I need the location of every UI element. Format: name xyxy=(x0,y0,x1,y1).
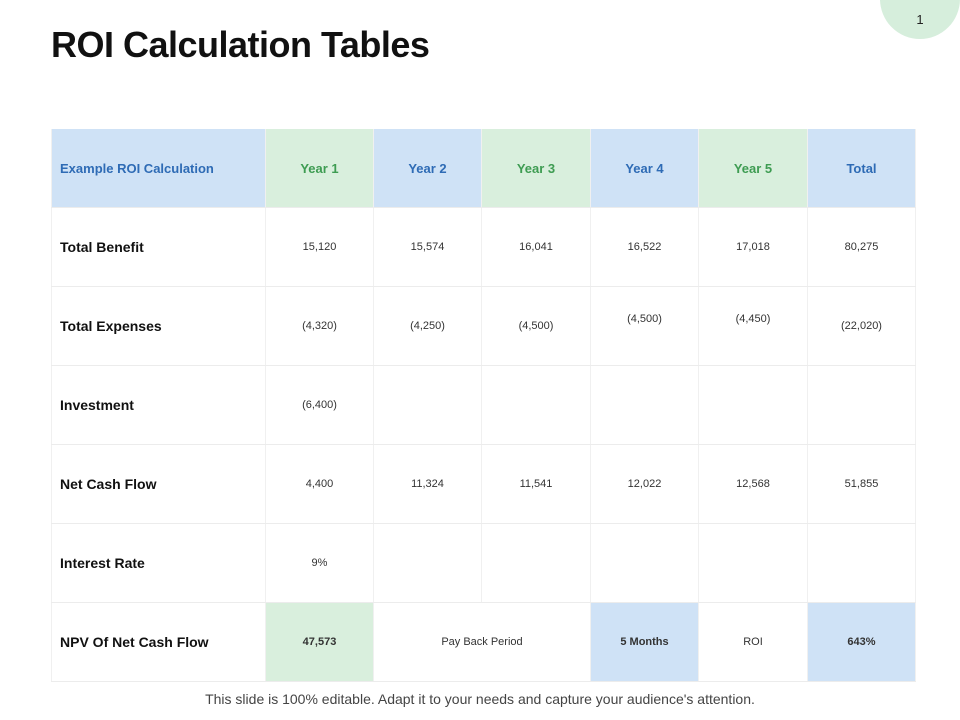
table-cell xyxy=(698,523,808,603)
table-cell: (6,400) xyxy=(265,365,374,445)
row-label: Net Cash Flow xyxy=(51,444,266,524)
table-row-npv: NPV Of Net Cash Flow 47,573 Pay Back Per… xyxy=(51,602,916,682)
table-cell: (4,500) xyxy=(590,286,699,366)
table-row-interest-rate: Interest Rate 9% xyxy=(51,523,916,603)
table-cell: 16,522 xyxy=(590,207,699,287)
table-cell: 15,574 xyxy=(373,207,482,287)
footer-note: This slide is 100% editable. Adapt it to… xyxy=(205,691,755,707)
table-cell xyxy=(590,523,699,603)
cell-text: (4,450) xyxy=(735,313,771,325)
table-cell: (4,250) xyxy=(373,286,482,366)
row-label: Interest Rate xyxy=(51,523,266,603)
page-number: 1 xyxy=(916,12,924,27)
header-total: Total xyxy=(807,129,916,208)
table-cell: 4,400 xyxy=(265,444,374,524)
cell-text: (4,500) xyxy=(627,313,662,325)
header-year-4: Year 4 xyxy=(590,129,699,208)
table-cell: 80,275 xyxy=(807,207,916,287)
table-cell: 17,018 xyxy=(698,207,808,287)
npv-value: 47,573 xyxy=(265,602,374,682)
table-cell: (4,500) xyxy=(481,286,591,366)
table-row-total-expenses: Total Expenses (4,320) (4,250) (4,500) (… xyxy=(51,286,916,366)
roi-value: 643% xyxy=(807,602,916,682)
payback-period-label: Pay Back Period xyxy=(373,602,591,682)
header-year-3: Year 3 xyxy=(481,129,591,208)
table-cell: 15,120 xyxy=(265,207,374,287)
table-header-row: Example ROI Calculation Year 1 Year 2 Ye… xyxy=(51,129,916,208)
table-row-investment: Investment (6,400) xyxy=(51,365,916,445)
table-cell: 11,541 xyxy=(481,444,591,524)
table-row-net-cash-flow: Net Cash Flow 4,400 11,324 11,541 12,022… xyxy=(51,444,916,524)
table-cell: 12,022 xyxy=(590,444,699,524)
table-cell xyxy=(807,523,916,603)
table-cell xyxy=(590,365,699,445)
table-cell: (4,320) xyxy=(265,286,374,366)
roi-table: Example ROI Calculation Year 1 Year 2 Ye… xyxy=(51,129,916,682)
row-label: Total Expenses xyxy=(51,286,266,366)
header-year-2: Year 2 xyxy=(373,129,482,208)
table-cell xyxy=(698,365,808,445)
table-cell xyxy=(373,365,482,445)
roi-label: ROI xyxy=(698,602,808,682)
table-cell xyxy=(481,365,591,445)
table-cell: 11,324 xyxy=(373,444,482,524)
slide-title: ROI Calculation Tables xyxy=(51,24,430,65)
table-cell: 51,855 xyxy=(807,444,916,524)
row-label: Total Benefit xyxy=(51,207,266,287)
header-year-5: Year 5 xyxy=(698,129,808,208)
header-year-1: Year 1 xyxy=(265,129,374,208)
header-example-roi: Example ROI Calculation xyxy=(51,129,266,208)
table-row-total-benefit: Total Benefit 15,120 15,574 16,041 16,52… xyxy=(51,207,916,287)
table-cell xyxy=(481,523,591,603)
table-cell: 16,041 xyxy=(481,207,591,287)
table-cell: 12,568 xyxy=(698,444,808,524)
row-label: Investment xyxy=(51,365,266,445)
table-cell xyxy=(807,365,916,445)
table-cell: (22,020) xyxy=(807,286,916,366)
row-label: NPV Of Net Cash Flow xyxy=(51,602,266,682)
payback-period-value: 5 Months xyxy=(590,602,699,682)
table-cell: (4,450) xyxy=(698,286,808,366)
table-cell: 9% xyxy=(265,523,374,603)
table-cell xyxy=(373,523,482,603)
